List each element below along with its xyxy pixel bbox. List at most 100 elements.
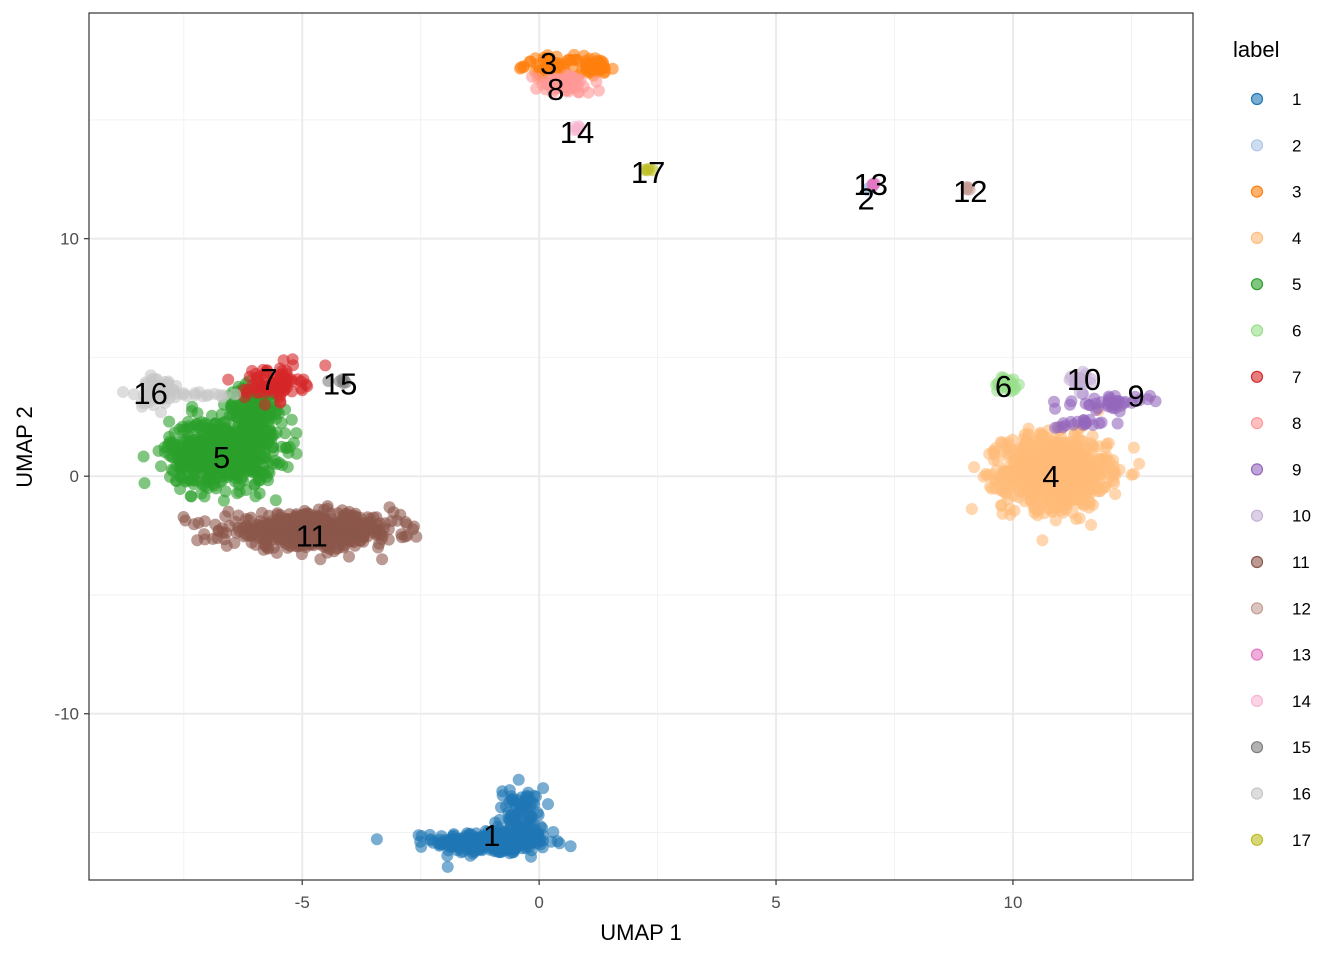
legend-key-17 bbox=[1250, 833, 1264, 846]
legend-label-9: 9 bbox=[1292, 460, 1301, 479]
series-10-points bbox=[1063, 365, 1097, 399]
legend-label-16: 16 bbox=[1292, 785, 1311, 804]
data-point-11 bbox=[343, 550, 355, 563]
data-point-3 bbox=[524, 55, 537, 68]
data-point-1 bbox=[424, 833, 437, 846]
data-point-4 bbox=[1085, 518, 1098, 531]
data-point-1 bbox=[514, 802, 527, 815]
data-point-1 bbox=[542, 798, 554, 811]
data-point-4 bbox=[1089, 474, 1102, 487]
legend-label-7: 7 bbox=[1292, 368, 1301, 387]
data-point-9 bbox=[1049, 402, 1061, 415]
data-point-4 bbox=[1090, 465, 1103, 478]
data-point-1 bbox=[434, 837, 447, 850]
data-point-5 bbox=[213, 436, 226, 449]
data-point-11 bbox=[206, 532, 219, 545]
data-point-11 bbox=[198, 515, 211, 528]
x-tick-label: 5 bbox=[771, 893, 780, 912]
legend-key-11 bbox=[1250, 555, 1264, 569]
data-point-1 bbox=[502, 825, 515, 838]
legend-label-17: 17 bbox=[1292, 831, 1311, 850]
data-point-1 bbox=[464, 849, 477, 862]
data-point-11 bbox=[267, 541, 280, 554]
legend-label-10: 10 bbox=[1292, 507, 1311, 526]
data-point-4 bbox=[1017, 432, 1030, 445]
legend-title: label bbox=[1233, 37, 1279, 62]
data-point-4 bbox=[1038, 507, 1051, 520]
data-point-4 bbox=[1059, 481, 1072, 494]
data-point-5 bbox=[249, 453, 262, 466]
data-point-5 bbox=[239, 400, 252, 412]
data-point-7 bbox=[259, 366, 272, 379]
data-point-8 bbox=[544, 78, 557, 91]
data-point-5 bbox=[137, 450, 150, 463]
data-point-1 bbox=[504, 815, 517, 828]
series-5-points bbox=[137, 375, 303, 507]
data-point-4 bbox=[1125, 468, 1138, 481]
data-point-1 bbox=[481, 838, 494, 851]
data-point-5 bbox=[275, 417, 288, 429]
legend-label-12: 12 bbox=[1292, 599, 1311, 618]
legend-label-1: 1 bbox=[1292, 90, 1301, 109]
data-point-7 bbox=[241, 387, 253, 400]
data-point-11 bbox=[377, 522, 390, 535]
data-point-16 bbox=[180, 389, 193, 402]
data-point-1 bbox=[481, 830, 494, 843]
legend-key-7 bbox=[1250, 370, 1264, 383]
data-point-15 bbox=[336, 373, 349, 386]
data-point-4 bbox=[1075, 450, 1088, 463]
y-tick-label: -10 bbox=[54, 705, 79, 724]
data-point-1 bbox=[441, 849, 454, 862]
data-point-1 bbox=[461, 827, 474, 840]
series-7-points bbox=[222, 353, 332, 411]
plot-panel-border bbox=[88, 12, 1194, 881]
cluster-label-2: 2 bbox=[857, 181, 874, 216]
data-point-4 bbox=[1076, 435, 1089, 448]
legend-label-11: 11 bbox=[1292, 553, 1310, 572]
data-point-5 bbox=[248, 464, 261, 477]
legend-key-5 bbox=[1250, 278, 1264, 291]
data-point-4 bbox=[1034, 492, 1047, 505]
data-point-5 bbox=[184, 490, 197, 502]
data-point-4 bbox=[1040, 431, 1053, 444]
data-point-11 bbox=[314, 553, 327, 566]
data-point-5 bbox=[203, 460, 216, 473]
data-point-7 bbox=[246, 364, 259, 377]
cluster-label-15: 15 bbox=[323, 367, 357, 402]
data-point-11 bbox=[282, 518, 295, 531]
data-point-1 bbox=[521, 811, 534, 824]
data-point-5 bbox=[198, 438, 211, 451]
data-point-11 bbox=[222, 505, 235, 518]
data-point-5 bbox=[202, 451, 215, 464]
data-point-4 bbox=[1101, 468, 1114, 481]
data-point-4 bbox=[1018, 495, 1031, 508]
data-point-1 bbox=[493, 813, 506, 826]
data-point-1 bbox=[414, 835, 427, 848]
data-point-4 bbox=[1092, 485, 1104, 498]
legend-label-4: 4 bbox=[1292, 229, 1301, 248]
data-point-4 bbox=[1015, 464, 1028, 477]
data-point-4 bbox=[1038, 477, 1051, 490]
data-point-5 bbox=[248, 479, 261, 492]
cluster-label-6: 6 bbox=[995, 369, 1012, 404]
series-9-points bbox=[1048, 388, 1162, 434]
cluster-label-11: 11 bbox=[296, 519, 328, 554]
data-point-12 bbox=[960, 183, 973, 196]
data-point-11 bbox=[309, 516, 322, 529]
data-point-16 bbox=[218, 389, 231, 402]
data-point-4 bbox=[1086, 430, 1099, 442]
data-point-7 bbox=[258, 398, 271, 411]
legend-key-4 bbox=[1250, 231, 1264, 244]
data-point-11 bbox=[396, 531, 408, 544]
data-point-5 bbox=[276, 459, 289, 472]
data-point-4 bbox=[998, 486, 1011, 499]
series-13-points bbox=[866, 177, 881, 192]
legend-key-10 bbox=[1250, 509, 1264, 522]
data-point-5 bbox=[210, 424, 223, 437]
data-point-16 bbox=[141, 389, 154, 402]
data-point-8 bbox=[574, 74, 587, 87]
data-point-3 bbox=[514, 62, 527, 75]
cluster-label-10: 10 bbox=[1067, 362, 1101, 397]
